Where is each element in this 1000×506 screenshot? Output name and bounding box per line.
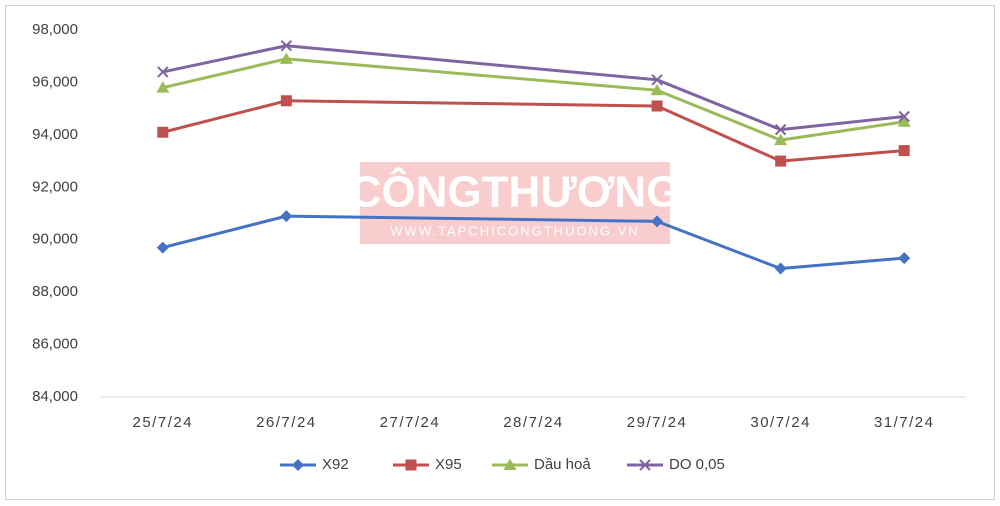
marker xyxy=(651,74,663,86)
watermark-url: WWW.TAPCHICONGTHUONG.VN xyxy=(390,223,639,238)
marker xyxy=(157,126,169,138)
line-segment xyxy=(284,99,659,108)
marker xyxy=(774,262,787,275)
marker xyxy=(650,83,664,96)
line-segment xyxy=(655,88,783,142)
legend-marker xyxy=(405,459,417,471)
legend-label: Dầu hoả xyxy=(534,456,591,473)
y-tick-label: 92,000 xyxy=(32,178,78,195)
line-segment xyxy=(161,214,288,250)
legend-item: DO 0,05 xyxy=(627,456,725,473)
chart-frame xyxy=(5,5,995,500)
x-tick-label: 30/7/24 xyxy=(750,414,811,431)
line-segment xyxy=(779,115,906,132)
x-tick-label: 28/7/24 xyxy=(503,414,564,431)
y-tick-label: 86,000 xyxy=(32,336,78,353)
y-tick-label: 88,000 xyxy=(32,283,78,300)
y-tick-label: 98,000 xyxy=(32,21,78,38)
line-segment xyxy=(655,104,783,163)
line-segment xyxy=(284,57,659,92)
line-segment xyxy=(655,78,783,132)
marker xyxy=(898,110,910,123)
y-tick-label: 90,000 xyxy=(32,231,78,248)
line-segment xyxy=(284,44,659,82)
line-segment xyxy=(161,57,288,90)
y-tick-label: 84,000 xyxy=(32,388,78,405)
legend-label: X92 xyxy=(322,456,349,473)
line-segment xyxy=(284,214,659,223)
marker xyxy=(651,215,664,228)
line-segment xyxy=(779,256,906,271)
x-tick-label: 26/7/24 xyxy=(256,414,317,431)
x-tick-label: 29/7/24 xyxy=(627,414,688,431)
marker xyxy=(774,123,787,136)
x-tick-label: 25/7/24 xyxy=(133,414,194,431)
x-tick-label: 31/7/24 xyxy=(874,414,935,431)
legend-label: DO 0,05 xyxy=(669,456,725,473)
marker xyxy=(280,210,293,223)
watermark-box xyxy=(360,162,670,244)
legend-marker xyxy=(503,458,517,470)
marker xyxy=(775,155,787,167)
marker xyxy=(898,252,911,265)
y-tick-label: 96,000 xyxy=(32,73,78,90)
x-tick-label: 27/7/24 xyxy=(380,414,441,431)
line-segment xyxy=(655,219,783,271)
marker xyxy=(280,95,292,107)
watermark: CÔNGTHƯƠNG WWW.TAPCHICONGTHUONG.VN xyxy=(350,162,681,244)
line-segment xyxy=(779,120,906,142)
marker xyxy=(156,241,169,254)
line-segment xyxy=(161,44,288,74)
legend-marker xyxy=(292,459,304,471)
legend-item: Dầu hoả xyxy=(492,456,591,473)
legend-marker xyxy=(639,459,651,471)
marker xyxy=(897,115,911,127)
legend-item: X92 xyxy=(280,456,349,473)
marker xyxy=(774,133,788,146)
marker xyxy=(279,52,293,64)
marker xyxy=(898,145,910,157)
marker xyxy=(157,66,169,78)
legend-item: X95 xyxy=(393,456,462,473)
marker xyxy=(280,40,293,52)
y-tick-label: 94,000 xyxy=(32,126,78,143)
marker xyxy=(651,100,663,112)
line-segment xyxy=(779,149,906,163)
watermark-title: CÔNGTHƯƠNG xyxy=(350,166,681,217)
legend-label: X95 xyxy=(435,456,462,473)
marker xyxy=(156,81,170,93)
line-segment xyxy=(161,99,288,134)
